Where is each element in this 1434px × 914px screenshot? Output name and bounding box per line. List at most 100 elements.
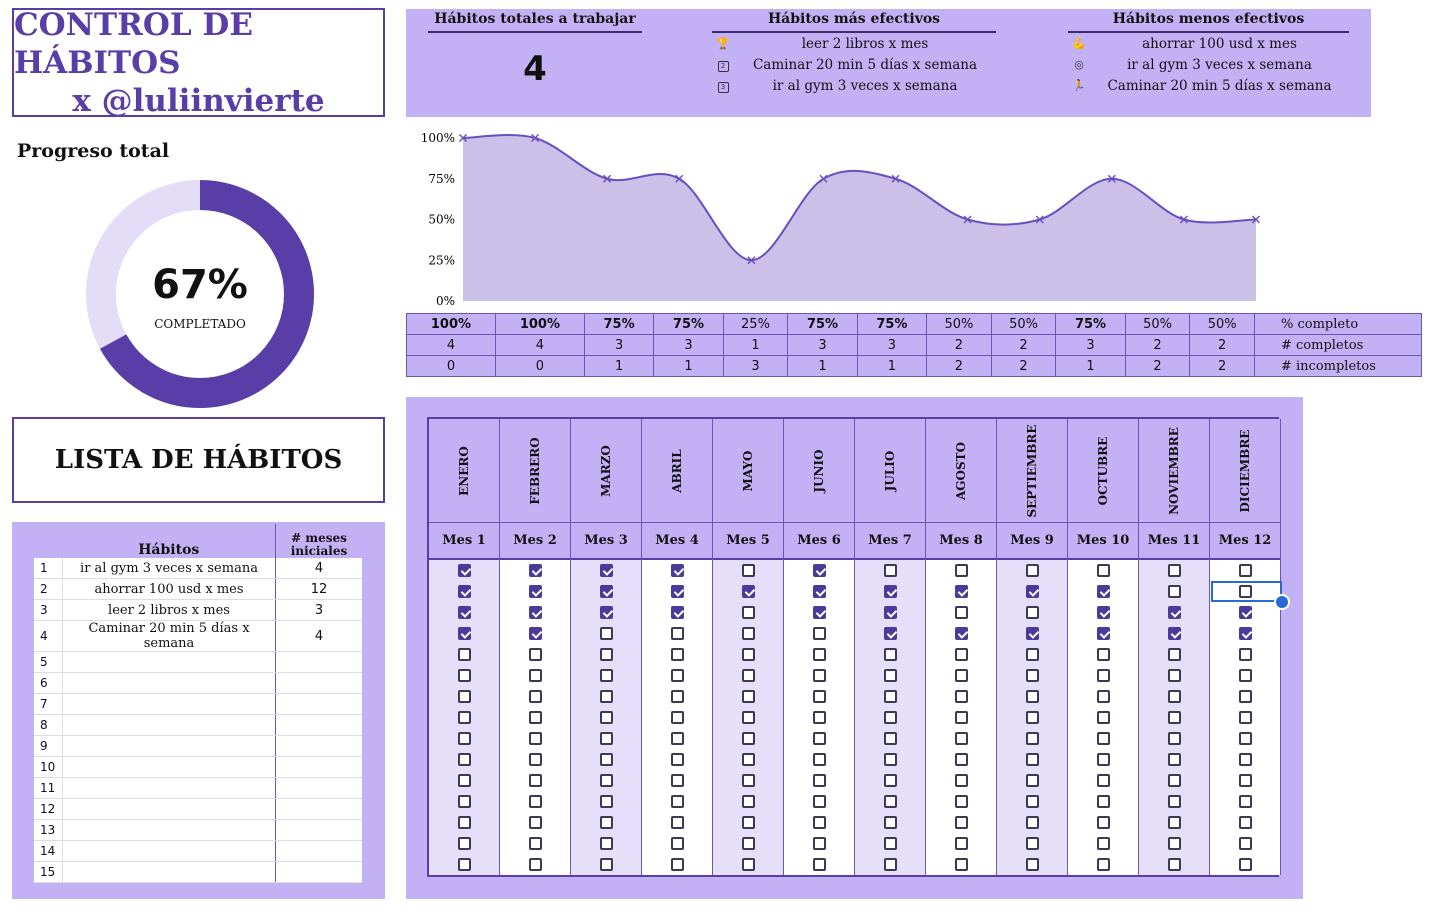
habit-row-number[interactable]: 9 (34, 735, 63, 757)
data-point[interactable] (458, 133, 468, 143)
habit-checkbox[interactable] (1238, 564, 1252, 577)
habit-checkbox[interactable] (1025, 816, 1039, 829)
habit-checkbox[interactable] (883, 858, 897, 871)
habit-checkbox[interactable] (1238, 753, 1252, 766)
habit-name-cell[interactable]: ahorrar 100 usd x mes (62, 578, 276, 600)
habit-checkbox[interactable] (1096, 690, 1110, 703)
habit-checkbox[interactable] (1167, 648, 1181, 661)
habit-checkbox[interactable] (1096, 606, 1110, 619)
habit-checkbox[interactable] (954, 564, 968, 577)
stat-cell[interactable]: 3 (583, 334, 655, 356)
habit-list-title[interactable]: LISTA DE HÁBITOS (12, 417, 385, 503)
habit-checkbox[interactable] (812, 774, 826, 787)
habit-checkbox[interactable] (1096, 585, 1110, 598)
habit-checkbox[interactable] (1025, 648, 1039, 661)
worst-habit-row[interactable]: ◎ ir al gym 3 veces x semana (1068, 54, 1349, 75)
data-point[interactable] (891, 174, 900, 183)
habit-months-cell[interactable]: 12 (275, 578, 362, 600)
habit-row-number[interactable]: 4 (34, 620, 63, 652)
habit-checkbox[interactable] (883, 837, 897, 850)
habit-checkbox[interactable] (457, 753, 471, 766)
habit-months-cell[interactable] (275, 672, 362, 694)
habit-checkbox[interactable] (741, 585, 755, 598)
habit-checkbox[interactable] (457, 648, 471, 661)
fill-handle[interactable] (1274, 594, 1290, 610)
habit-checkbox[interactable] (457, 627, 471, 640)
habit-row[interactable]: 1 ir al gym 3 veces x semana 4 (34, 558, 362, 579)
stat-cell[interactable]: 50% (1189, 313, 1255, 335)
habit-months-cell[interactable] (275, 651, 362, 673)
habit-row-number[interactable]: 6 (34, 672, 63, 694)
habit-checkbox[interactable] (812, 816, 826, 829)
habit-checkbox[interactable] (741, 732, 755, 745)
habit-checkbox[interactable] (457, 858, 471, 871)
habit-checkbox[interactable] (741, 858, 755, 871)
monthly-progress-chart[interactable]: 0% 25% 50% 75% 100% (406, 126, 1266, 312)
data-point[interactable] (747, 256, 756, 265)
habit-checkbox[interactable] (812, 858, 826, 871)
stat-cell[interactable]: 75% (583, 313, 655, 335)
habit-checkbox[interactable] (457, 795, 471, 808)
habit-checkbox[interactable] (1096, 795, 1110, 808)
habit-checkbox[interactable] (457, 690, 471, 703)
habit-checkbox[interactable] (1096, 858, 1110, 871)
stat-cell[interactable]: 3 (787, 334, 858, 356)
habit-checkbox[interactable] (883, 627, 897, 640)
habit-name-cell[interactable]: ir al gym 3 veces x semana (62, 558, 276, 579)
habit-checkbox[interactable] (812, 564, 826, 577)
stat-cell[interactable]: 2 (1124, 334, 1191, 356)
stat-cell[interactable]: 4 (494, 334, 585, 356)
habit-checkbox[interactable] (528, 753, 542, 766)
habit-checkbox[interactable] (812, 690, 826, 703)
habit-checkbox[interactable] (741, 606, 755, 619)
stat-cell[interactable]: 1 (856, 355, 928, 377)
habit-row[interactable]: 8 (34, 714, 362, 736)
habit-checkbox[interactable] (670, 606, 684, 619)
habit-row-number[interactable]: 15 (34, 861, 63, 883)
habit-checkbox[interactable] (1025, 627, 1039, 640)
habit-checkbox[interactable] (599, 606, 613, 619)
habit-checkbox[interactable] (1238, 606, 1252, 619)
stat-cell[interactable]: 0 (494, 355, 585, 377)
data-point[interactable] (819, 174, 828, 183)
habit-months-cell[interactable]: 3 (275, 599, 362, 621)
stat-cell[interactable]: 3 (722, 355, 789, 377)
habit-checkbox[interactable] (1025, 795, 1039, 808)
stat-cell[interactable]: 2 (1189, 334, 1255, 356)
habit-checkbox[interactable] (599, 648, 613, 661)
data-point[interactable] (675, 174, 684, 183)
stat-cell[interactable]: 100% (406, 313, 496, 335)
habit-checkbox[interactable] (1025, 585, 1039, 598)
habit-checkbox[interactable] (528, 606, 542, 619)
habit-checkbox[interactable] (1096, 753, 1110, 766)
habit-months-cell[interactable] (275, 777, 362, 799)
selected-cell-outline[interactable] (1211, 581, 1282, 602)
habit-checkbox[interactable] (954, 627, 968, 640)
habit-checkbox[interactable] (883, 732, 897, 745)
habit-checkbox[interactable] (954, 585, 968, 598)
progress-donut[interactable] (86, 180, 314, 408)
habit-checkbox[interactable] (812, 837, 826, 850)
habit-checkbox[interactable] (1167, 585, 1181, 598)
stat-cell[interactable]: 1 (787, 355, 858, 377)
habit-checkbox[interactable] (1096, 564, 1110, 577)
habit-checkbox[interactable] (812, 711, 826, 724)
habit-checkbox[interactable] (1025, 690, 1039, 703)
habit-checkbox[interactable] (1096, 711, 1110, 724)
habit-checkbox[interactable] (528, 837, 542, 850)
habit-checkbox[interactable] (599, 564, 613, 577)
habit-name-cell[interactable] (62, 756, 276, 778)
habit-checkbox[interactable] (883, 585, 897, 598)
habit-checkbox[interactable] (1167, 690, 1181, 703)
stat-cell[interactable]: 1 (583, 355, 655, 377)
stat-cell[interactable]: 1 (1055, 355, 1126, 377)
habit-checkbox[interactable] (1167, 816, 1181, 829)
habit-checkbox[interactable] (670, 669, 684, 682)
stat-cell[interactable]: 25% (722, 313, 789, 335)
stat-cell[interactable]: 75% (787, 313, 858, 335)
habit-checkbox[interactable] (883, 816, 897, 829)
habit-checkbox[interactable] (1167, 711, 1181, 724)
habit-row-number[interactable]: 10 (34, 756, 63, 778)
habit-months-cell[interactable] (275, 735, 362, 757)
habit-checkbox[interactable] (670, 816, 684, 829)
